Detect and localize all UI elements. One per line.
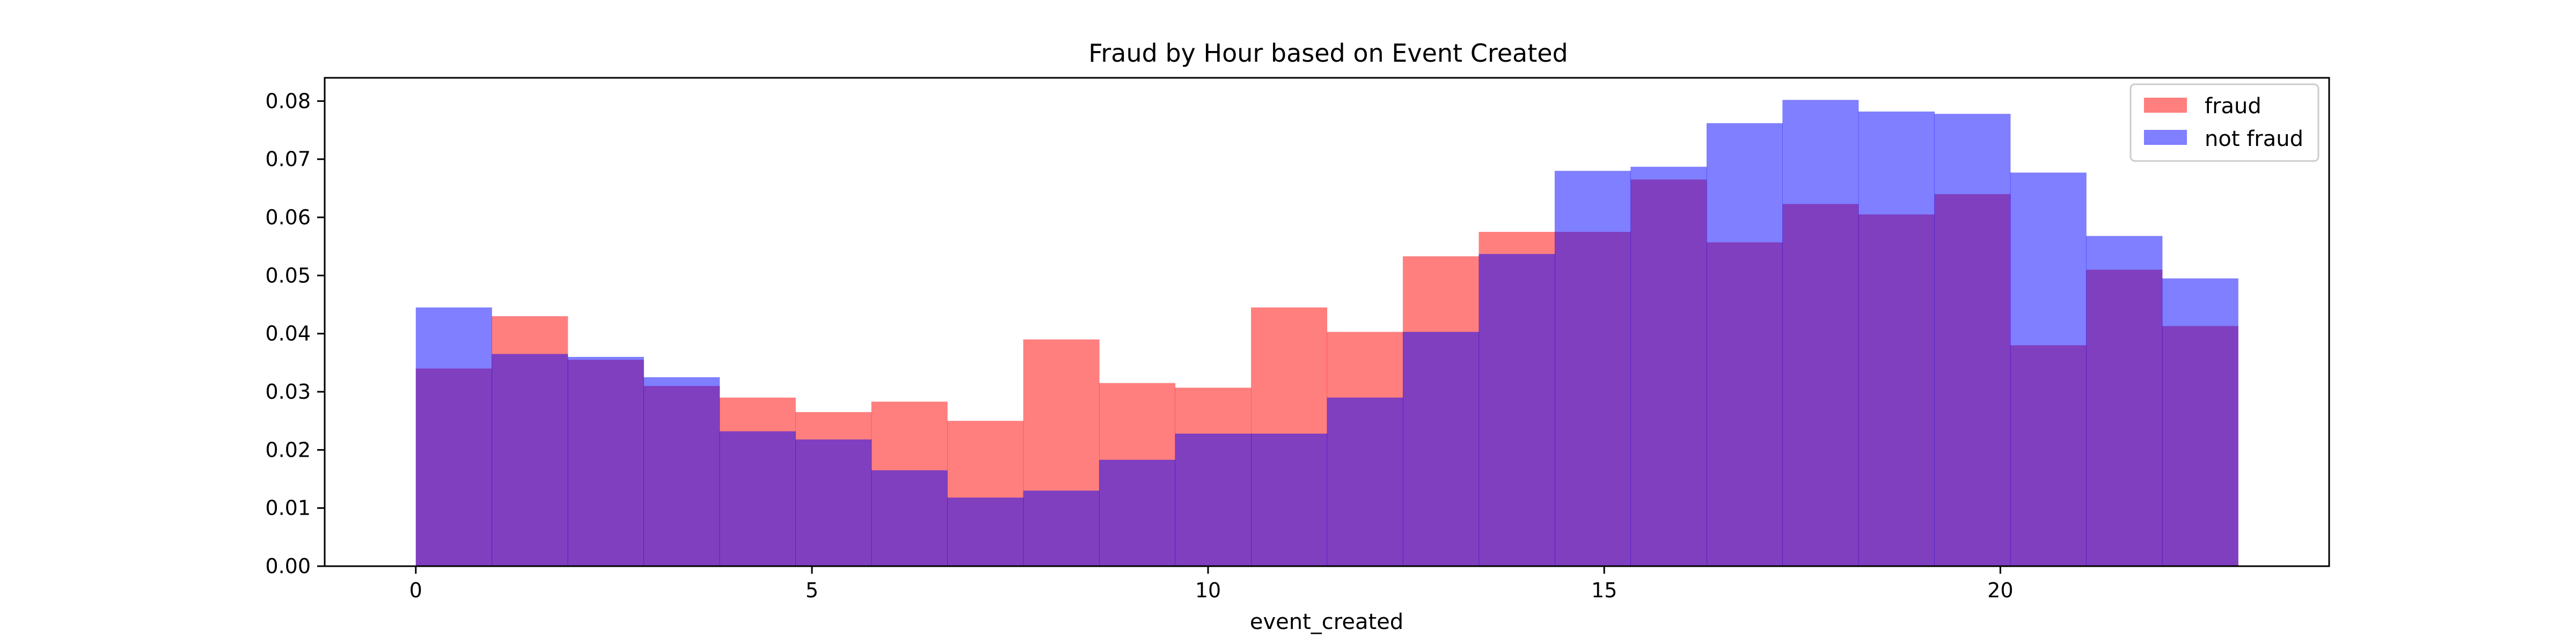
bar-not-fraud-15 bbox=[1554, 171, 1631, 566]
bar-not-fraud-21 bbox=[2010, 172, 2087, 566]
y-tick-label: 0.05 bbox=[265, 264, 311, 287]
bar-not-fraud-12 bbox=[1327, 397, 1403, 566]
legend-label-not-fraud: not fraud bbox=[2205, 127, 2303, 151]
x-tick-label: 15 bbox=[1591, 579, 1617, 602]
bar-not-fraud-5 bbox=[795, 439, 872, 566]
x-tick-label: 0 bbox=[409, 579, 422, 602]
x-tick-label: 10 bbox=[1195, 579, 1221, 602]
y-tick-label: 0.01 bbox=[265, 496, 311, 520]
y-tick-label: 0.02 bbox=[265, 438, 311, 462]
x-axis: 0 5 10 15 20 bbox=[409, 566, 2014, 602]
y-axis: 0.00 0.01 0.02 0.03 0.04 0.05 0.06 0.07 0.08 bbox=[265, 89, 325, 578]
bar-not-fraud-0 bbox=[415, 307, 492, 566]
x-tick-label: 20 bbox=[1987, 579, 2013, 602]
x-axis-label: event_created bbox=[1250, 610, 1403, 634]
bar-not-fraud-18 bbox=[1782, 100, 1859, 566]
bar-not-fraud-14 bbox=[1479, 254, 1555, 566]
plot-frame bbox=[324, 77, 2330, 567]
y-tick-label: 0.07 bbox=[265, 148, 311, 171]
bars-layer bbox=[415, 100, 2238, 567]
bar-not-fraud-22 bbox=[2086, 236, 2163, 567]
bar-not-fraud-2 bbox=[567, 357, 644, 566]
bar-not-fraud-17 bbox=[1706, 123, 1783, 566]
bar-not-fraud-16 bbox=[1630, 166, 1707, 566]
legend-swatch-fraud bbox=[2144, 98, 2187, 113]
bar-not-fraud-10 bbox=[1175, 434, 1252, 566]
bar-not-fraud-4 bbox=[719, 431, 796, 566]
chart-title: Fraud by Hour based on Event Created bbox=[1088, 39, 1568, 68]
bar-not-fraud-1 bbox=[492, 354, 568, 566]
bar-not-fraud-19 bbox=[1858, 111, 1935, 567]
y-tick-label: 0.03 bbox=[265, 380, 311, 404]
bar-not-fraud-8 bbox=[1023, 491, 1100, 566]
bar-not-fraud-20 bbox=[1934, 114, 2011, 566]
bar-not-fraud-6 bbox=[871, 470, 948, 566]
legend-label-fraud: fraud bbox=[2205, 94, 2262, 119]
bar-not-fraud-3 bbox=[643, 377, 720, 566]
bar-not-fraud-7 bbox=[947, 497, 1024, 566]
y-tick-label: 0.04 bbox=[265, 322, 311, 346]
bar-not-fraud-11 bbox=[1251, 434, 1328, 566]
bar-not-fraud-9 bbox=[1099, 459, 1176, 566]
y-tick-label: 0.06 bbox=[265, 206, 311, 229]
y-tick-label: 0.08 bbox=[265, 89, 311, 113]
bar-not-fraud-23 bbox=[2162, 278, 2238, 566]
legend-swatch-not-fraud bbox=[2144, 130, 2187, 145]
x-tick-label: 5 bbox=[806, 579, 818, 602]
y-tick-label: 0.00 bbox=[265, 554, 311, 578]
bar-not-fraud-13 bbox=[1402, 332, 1480, 566]
legend: fraud not fraud bbox=[2129, 83, 2319, 162]
